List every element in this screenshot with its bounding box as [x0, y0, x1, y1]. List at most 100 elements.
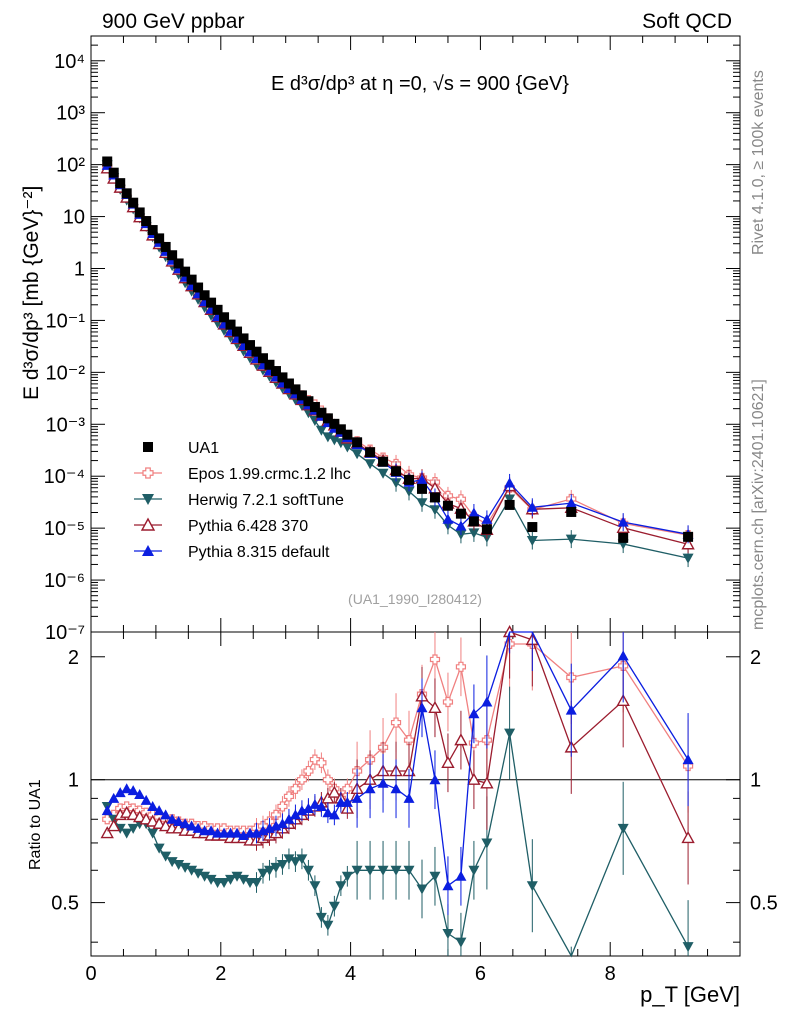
ua1-data-point: [342, 429, 353, 440]
ratio-marker: [238, 874, 250, 885]
main-marker: [468, 528, 480, 539]
ratio-marker: [526, 881, 538, 892]
ratio-marker: [302, 865, 314, 876]
ratio-marker: [416, 884, 428, 895]
main-marker: [416, 498, 428, 509]
ua1-data-point: [115, 178, 126, 189]
ratio-marker: [186, 865, 198, 876]
ratio-marker: [121, 783, 133, 794]
ua1-data-point: [121, 188, 132, 199]
ratio-marker: [429, 871, 441, 882]
axes-ticks: 0 2 4 6 8 10⁴ 10³ 10² 10 1 10⁻¹ 10⁻² 10⁻³ 10⁻⁴ 10⁻⁵ 10⁻…: [44, 35, 778, 985]
ratio-marker: [328, 809, 340, 820]
ratio-marker: [283, 813, 295, 824]
ratio-marker: [565, 704, 577, 715]
main-series: [100, 156, 695, 568]
side-label-mcplots: mcplots.cern.ch [arXiv:2401.10621]: [750, 379, 767, 630]
ua1-data-point: [199, 290, 210, 301]
legend-label: Epos 1.99.crmc.1.2 lhc: [188, 466, 351, 483]
ua1-data-point: [193, 282, 204, 293]
y-tick-label: 10⁻⁴: [44, 466, 85, 488]
y-tick-label: 10³: [56, 103, 85, 125]
ua1-data-point: [147, 225, 158, 236]
ratio-marker: [121, 828, 133, 839]
ratio-marker: [467, 772, 481, 785]
ratio-line-2: [106, 631, 689, 842]
ratio-marker: [390, 717, 402, 728]
chart-title: E d³σ/dp³ at η =0, √s = 900 {GeV}: [271, 73, 569, 95]
main-marker: [429, 505, 441, 516]
ua1-data-point: [206, 297, 217, 308]
ratio-marker: [126, 807, 140, 821]
ua1-data-point: [160, 241, 171, 252]
ua1-data-point: [219, 312, 230, 323]
ratio-tick-label: 1: [68, 770, 79, 792]
ratio-marker: [166, 813, 178, 824]
legend-label: UA1: [188, 440, 219, 457]
ratio-marker: [270, 809, 282, 820]
ua1-data-point: [429, 492, 440, 503]
ua1-data-point: [335, 424, 346, 435]
ratio-marker: [289, 857, 301, 868]
ratio-marker: [442, 880, 454, 891]
ua1-data-point: [264, 359, 275, 370]
ratio-marker: [153, 843, 165, 854]
ratio-marker: [617, 823, 629, 834]
ratio-marker: [342, 783, 353, 794]
main-marker: [526, 501, 538, 512]
y-tick-label: 10⁻⁶: [44, 570, 85, 592]
ua1-data-point: [365, 447, 376, 458]
ua1-data-point: [442, 500, 453, 511]
ua1-data-point: [416, 483, 427, 494]
ua1-data-point: [238, 333, 249, 344]
ratio-marker: [205, 874, 217, 885]
ratio-marker: [152, 816, 166, 829]
ratio-line-3: [106, 631, 689, 887]
main-marker: [351, 449, 363, 460]
ratio-marker: [617, 650, 629, 661]
ua1-data-point: [303, 396, 314, 407]
main-marker: [682, 553, 694, 564]
ratio-marker: [302, 803, 314, 814]
ratio-marker: [315, 912, 327, 923]
ratio-marker: [173, 859, 185, 870]
ratio-marker: [364, 865, 376, 876]
ua1-data-point: [404, 474, 415, 485]
ratio-marker: [160, 809, 172, 820]
main-marker: [455, 494, 467, 505]
analysis-watermark: (UA1_1990_I280412): [348, 591, 482, 607]
ua1-data-point: [455, 508, 466, 519]
ratio-marker: [416, 702, 428, 713]
ratio-marker: [218, 878, 230, 889]
ratio-marker: [134, 788, 146, 799]
ua1-data-point: [102, 156, 113, 167]
ratio-marker: [455, 937, 467, 948]
ratio-axis-label: Ratio to UA1: [27, 779, 44, 870]
ratio-marker: [327, 785, 342, 798]
y-axis-label: E d³σ/dp³ [mb {GeV}⁻²]: [20, 186, 43, 400]
main-marker: [322, 432, 334, 443]
ratio-marker: [199, 871, 211, 882]
main-marker: [442, 513, 454, 524]
ratio-marker: [277, 801, 288, 812]
ratio-marker: [429, 654, 441, 665]
ratio-marker: [364, 783, 376, 794]
ratio-marker: [290, 783, 301, 794]
ratio-marker: [322, 920, 334, 931]
x-axis-label: p_T [GeV]: [640, 982, 740, 1007]
ua1-data-point: [167, 250, 178, 261]
ratio-marker: [145, 814, 160, 827]
ua1-data-point: [128, 197, 139, 208]
ratio-marker: [468, 708, 480, 719]
legend-marker: [142, 467, 154, 479]
ratio-marker: [186, 820, 198, 831]
main-marker: [364, 459, 376, 470]
ratio-marker: [257, 868, 269, 879]
ratio-marker: [403, 735, 415, 746]
side-label-rivet: Rivet 4.1.0, ≥ 100k events: [750, 70, 767, 255]
ratio-tick-label-right: 0.5: [750, 893, 778, 915]
ua1-data-point: [352, 437, 363, 448]
ua1-data-point: [108, 167, 119, 178]
ratio-marker: [101, 805, 113, 816]
main-marker: [481, 513, 493, 524]
